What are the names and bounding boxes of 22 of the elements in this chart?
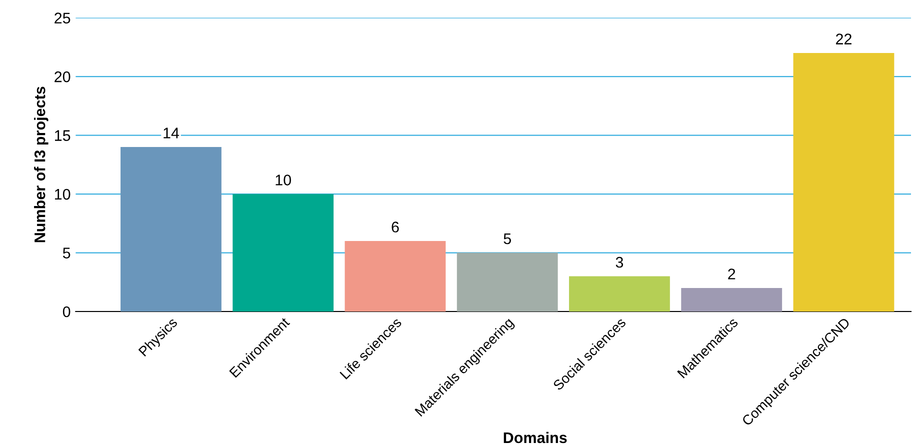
bar (456, 252, 558, 312)
y-tick-label: 20 (54, 71, 70, 82)
bar (232, 194, 334, 312)
bar (120, 147, 222, 312)
data-label: 14 (164, 128, 180, 138)
data-label: 10 (276, 174, 292, 186)
y-tick-label: 25 (54, 12, 70, 24)
data-label: 3 (616, 256, 624, 268)
y-tick-label: 10 (55, 188, 70, 200)
bar (569, 276, 670, 312)
data-label: 5 (504, 234, 511, 244)
data-label: 2 (728, 268, 736, 280)
data-label: 6 (392, 222, 399, 232)
y-tick-label: 5 (62, 248, 70, 258)
y-tick-label: 0 (62, 306, 70, 318)
data-label: 22 (836, 34, 852, 44)
bar (793, 53, 894, 312)
y-tick-label: 15 (55, 130, 70, 141)
y-axis-title: Number of I3 projects (34, 86, 48, 242)
bar (344, 241, 446, 312)
bar (681, 288, 782, 312)
x-axis-title: Domains (504, 432, 567, 444)
